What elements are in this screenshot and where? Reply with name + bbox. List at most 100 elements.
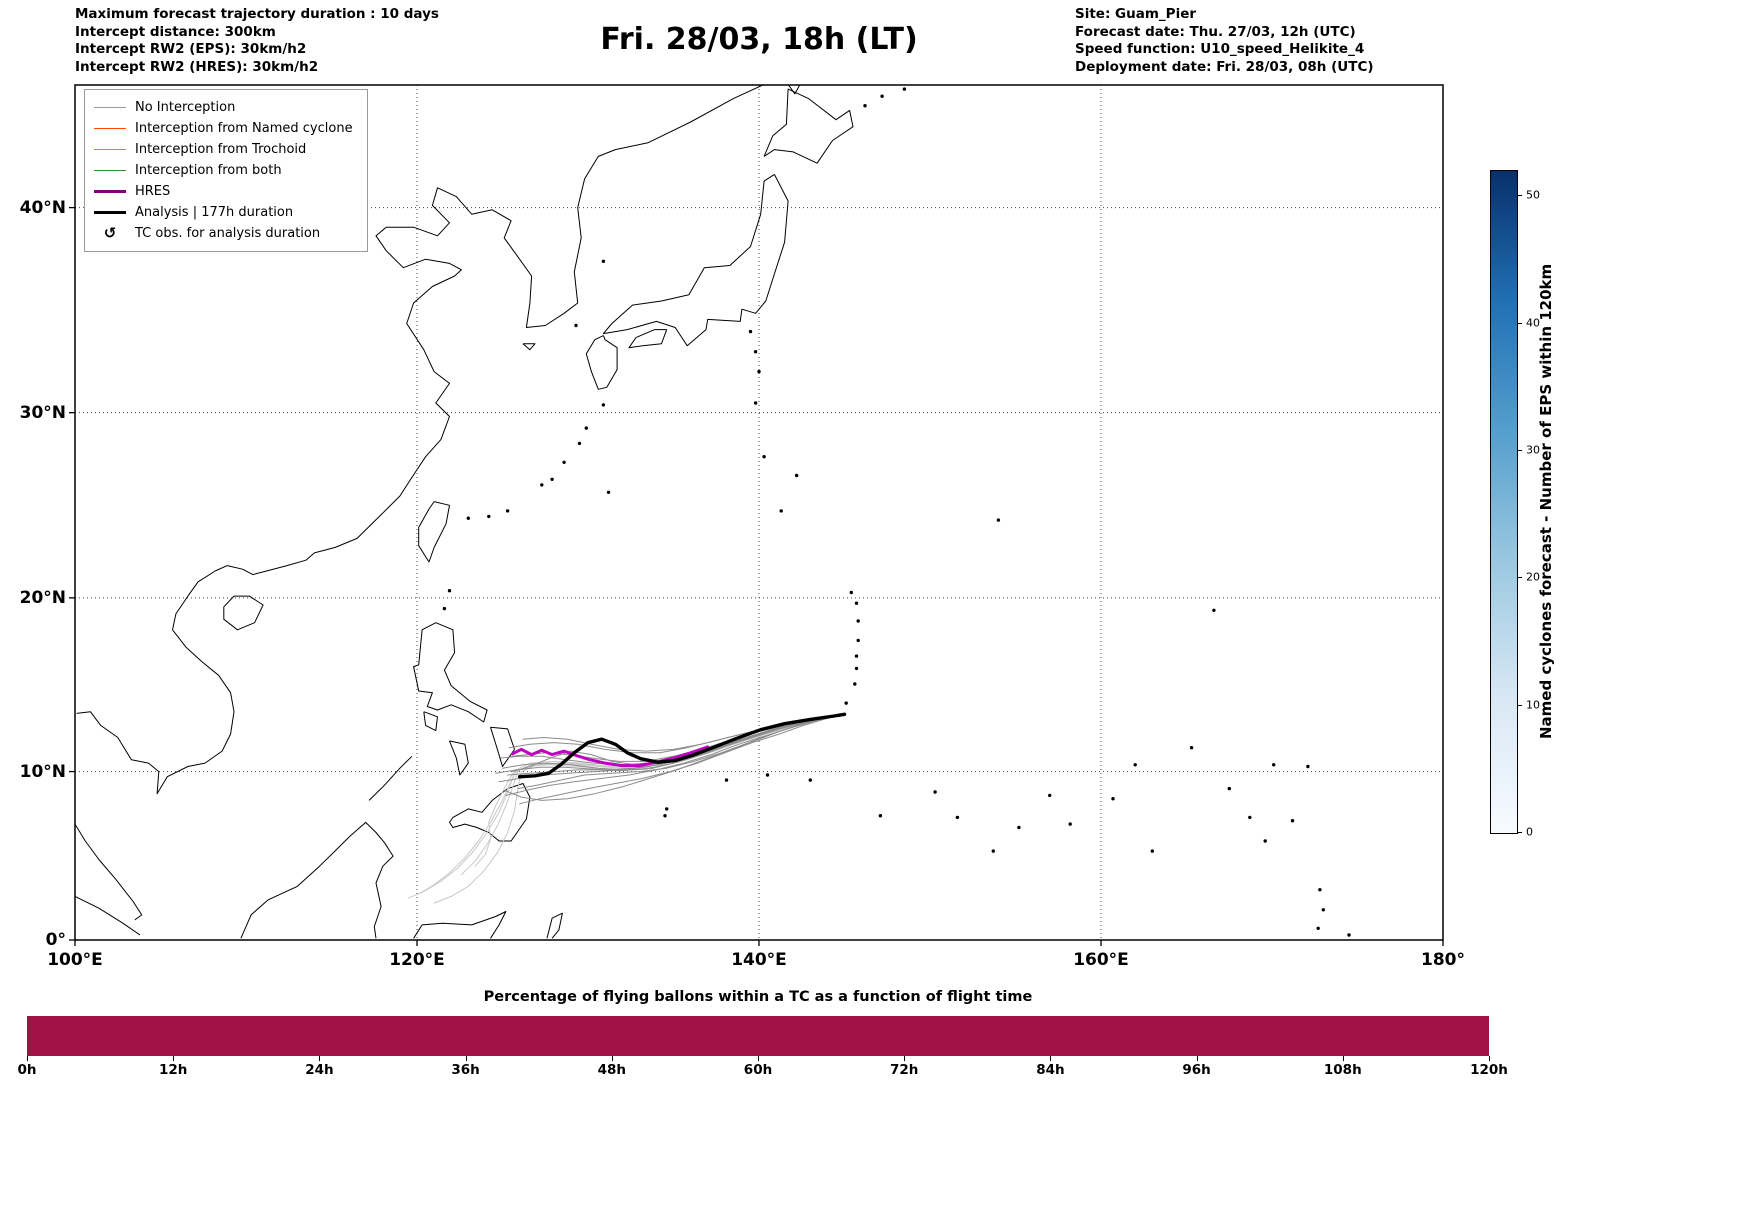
bottom-tick-label-4: 48h (597, 1062, 626, 1078)
balloon-tc-percentage-bar (27, 1016, 1489, 1056)
param-intercept-rw2-eps: Intercept RW2 (EPS): 30km/h2 (75, 41, 307, 57)
colorbar-tick-label: 10 (1526, 698, 1540, 712)
coastline-jeju (522, 343, 536, 351)
bottom-tickmark-4 (611, 1056, 613, 1061)
colorbar-tick-label: 20 (1526, 570, 1540, 584)
colorbar-tickmark (1517, 577, 1522, 579)
bottom-tick-label-5: 60h (743, 1062, 773, 1078)
y-tick-label-3: 30°N (19, 402, 66, 423)
meta-forecast-date: Forecast date: Thu. 27/03, 12h (UTC) (1075, 23, 1356, 40)
legend-entry-4: HRES (94, 181, 353, 202)
coastline-sulawesi-north (413, 911, 507, 939)
legend-line-swatch (94, 148, 126, 151)
meta-site: Site: Guam_Pier (1075, 6, 1197, 22)
axis-ticks (69, 206, 1444, 946)
legend-sample-0 (94, 106, 126, 109)
legend-sample-6: ↺ (94, 226, 126, 241)
legend-entry-2: Interception from Trochoid (94, 139, 353, 160)
bottom-tick-label-0: 0h (17, 1062, 37, 1078)
x-tick-label-1: 120°E (389, 950, 445, 970)
bottom-tick-label-2: 24h (305, 1062, 334, 1078)
coastline-mindanao (449, 783, 531, 842)
colorbar-tickmark (1517, 704, 1522, 706)
legend-label-6: TC obs. for analysis duration (135, 226, 321, 241)
bottom-tickmark-0 (27, 1056, 28, 1061)
legend-entry-0: No Interception (94, 97, 353, 118)
legend-sample-2 (94, 148, 126, 151)
coastline-palawan (368, 755, 413, 801)
y-tick-label-4: 40°N (19, 197, 66, 218)
y-tick-label-1: 10°N (19, 761, 66, 782)
colorbar-tickmark (1517, 322, 1522, 324)
legend-line-swatch (94, 127, 126, 130)
coastline-hokkaido (763, 88, 854, 164)
legend-label-2: Interception from Trochoid (135, 142, 307, 157)
legend-sample-1 (94, 127, 126, 130)
coastline-honshu (602, 173, 789, 347)
legend-label-4: HRES (135, 184, 171, 199)
coastline-taiwan (418, 501, 450, 563)
bottom-tick-label-10: 120h (1470, 1062, 1508, 1078)
colorbar-tickmark (1517, 450, 1522, 452)
colorbar-tick-label: 40 (1526, 316, 1540, 330)
coastline-kyushu (585, 335, 618, 390)
x-tick-label-0: 100°E (47, 950, 103, 970)
bottom-tickmark-9 (1342, 1056, 1344, 1061)
plot-title: Fri. 28/03, 18h (LT) (600, 22, 918, 57)
x-tick-label-2: 140°E (731, 950, 787, 970)
trajectories (407, 712, 847, 904)
forecast-parameters: Maximum forecast trajectory duration : 1… (75, 6, 439, 76)
legend-sample-4 (94, 189, 126, 194)
colorbar-label: Named cyclones forecast - Number of EPS … (1537, 263, 1555, 739)
coastline-luzon (413, 622, 488, 723)
bottom-tick-label-1: 12h (158, 1062, 188, 1078)
bottom-tick-label-7: 84h (1036, 1062, 1065, 1078)
series-hres (511, 745, 710, 768)
bottom-tickmark-2 (319, 1056, 321, 1061)
legend-entry-6: ↺ TC obs. for analysis duration (94, 223, 353, 244)
bottom-tickmark-6 (904, 1056, 906, 1061)
param-max-duration: Maximum forecast trajectory duration : 1… (75, 6, 439, 22)
legend-label-1: Interception from Named cyclone (135, 121, 353, 136)
bottom-chart-title: Percentage of flying ballons within a TC… (483, 989, 1033, 1005)
coastline-hainan (223, 595, 264, 631)
param-intercept-rw2-hres: Intercept RW2 (HRES): 30km/h2 (75, 58, 319, 75)
coastline-halmahera (546, 912, 563, 939)
legend-line-swatch (94, 169, 126, 172)
legend-sample-5 (94, 210, 126, 215)
tc-obs-icon: ↺ (103, 224, 117, 242)
legend-entry-3: Interception from both (94, 160, 353, 181)
meta-deployment-date: Deployment date: Fri. 28/03, 08h (UTC) (1075, 58, 1374, 75)
bottom-tickmark-5 (758, 1056, 759, 1061)
coastline-borneo (240, 821, 394, 939)
coastline-asia-mainland (76, 85, 765, 795)
meta-speed-function: Speed function: U10_speed_Helikite_4 (1075, 41, 1365, 57)
bottom-tickmark-10 (1489, 1056, 1490, 1061)
colorbar-tick-label: 50 (1526, 188, 1540, 202)
legend-label-5: Analysis | 177h duration (135, 205, 294, 220)
y-tick-label-2: 20°N (19, 587, 66, 608)
param-intercept-distance: Intercept distance: 300km (75, 23, 276, 40)
legend-sample-3 (94, 169, 126, 172)
bottom-tickmark-8 (1196, 1056, 1198, 1061)
coastlines (75, 85, 854, 939)
bottom-tick-label-3: 36h (451, 1062, 480, 1078)
bottom-tick-label-6: 72h (889, 1062, 919, 1078)
island-dots (442, 87, 1351, 937)
coastline-mindoro (423, 711, 438, 732)
coastline-samar-leyte (490, 726, 515, 767)
y-tick-label-0: 0° (45, 930, 66, 950)
coastline-malay-peninsula (75, 823, 143, 921)
legend-label-3: Interception from both (135, 163, 282, 178)
bottom-tickmark-7 (1050, 1056, 1052, 1061)
colorbar (1490, 170, 1518, 834)
legend-label-0: No Interception (135, 100, 236, 115)
x-tick-label-3: 160°E (1073, 950, 1129, 970)
coastline-panay-negros (449, 740, 469, 776)
coastline-sakhalin-tip (787, 85, 801, 95)
bottom-tick-label-8: 96h (1182, 1062, 1211, 1078)
coastline-sumatra-ne-coast (75, 895, 141, 936)
series-eps-members-no-interception (495, 713, 842, 805)
